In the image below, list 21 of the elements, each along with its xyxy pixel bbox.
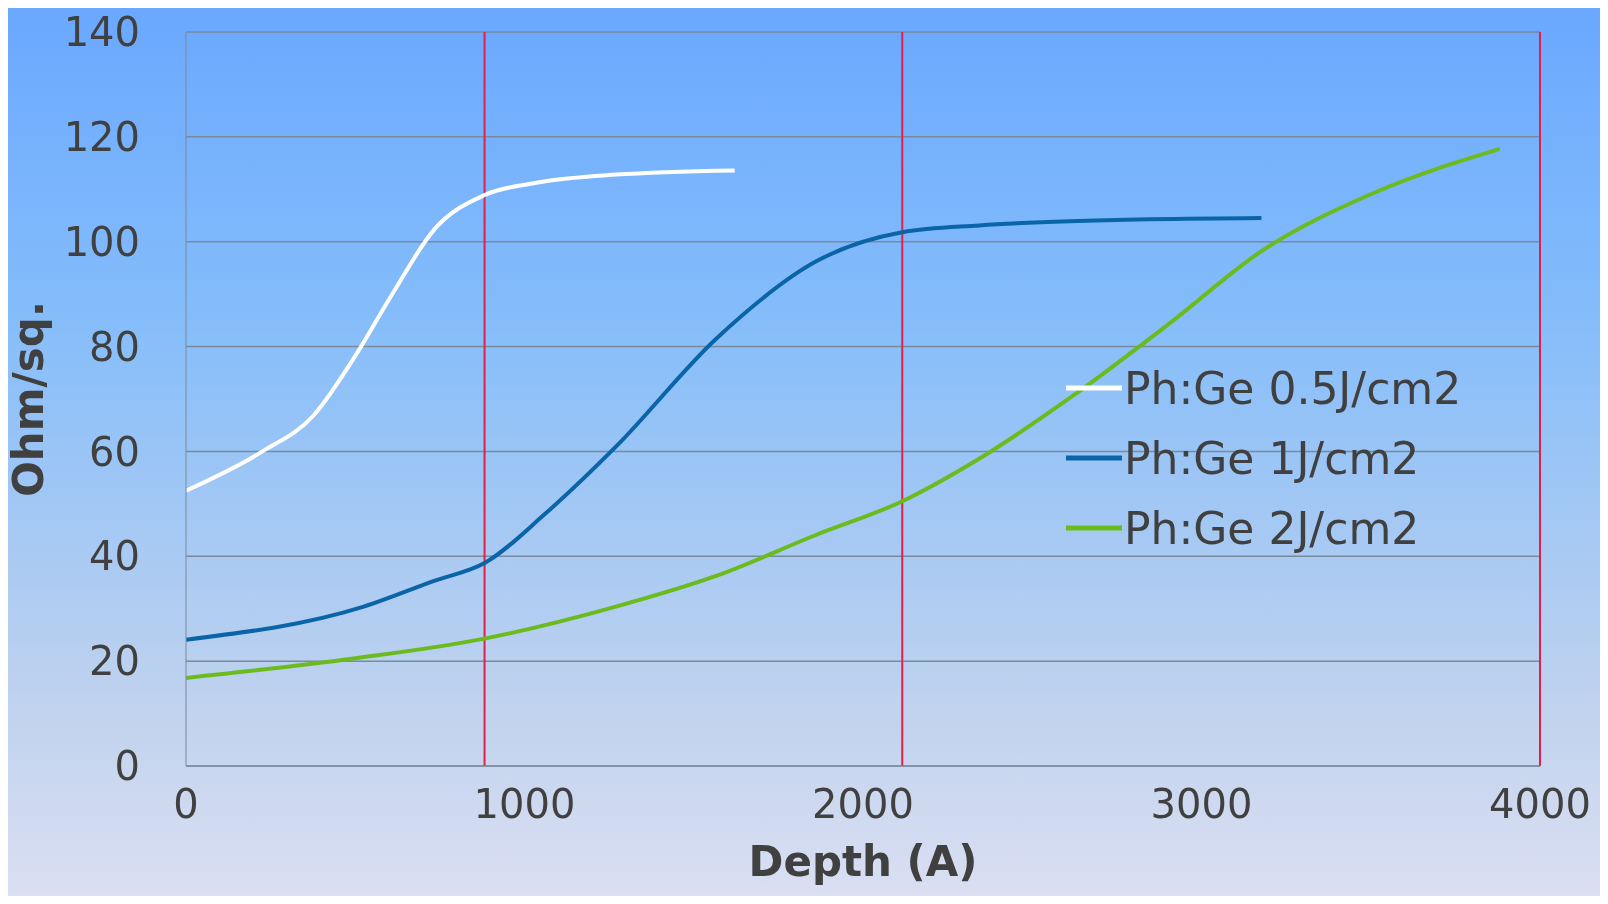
x-axis-title: Depth (A) — [748, 837, 978, 886]
line-series — [186, 216, 1264, 642]
y-tick-label: 80 — [89, 323, 140, 370]
y-tick-label: 60 — [89, 428, 140, 475]
y-tick-label: 140 — [63, 9, 140, 56]
line-series — [186, 168, 737, 493]
y-tick-label: 100 — [63, 218, 140, 265]
y-tick-label: 0 — [114, 743, 140, 790]
y-tick-label: 120 — [63, 114, 140, 161]
x-tick-label: 0 — [173, 781, 199, 828]
legend-label: Ph:Ge 1J/cm2 — [1124, 432, 1420, 484]
legend-label: Ph:Ge 0.5J/cm2 — [1124, 362, 1462, 414]
x-tick-label: 3000 — [1150, 781, 1253, 828]
line-series — [186, 146, 1502, 680]
y-axis-title: Ohm/sq. — [3, 301, 53, 497]
legend-label: Ph:Ge 2J/cm2 — [1124, 502, 1420, 554]
y-tick-label: 40 — [89, 533, 140, 580]
y-tick-label: 20 — [89, 638, 140, 685]
x-tick-label: 1000 — [473, 781, 576, 828]
x-tick-label: 4000 — [1489, 781, 1591, 828]
x-tick-label: 2000 — [812, 781, 914, 828]
